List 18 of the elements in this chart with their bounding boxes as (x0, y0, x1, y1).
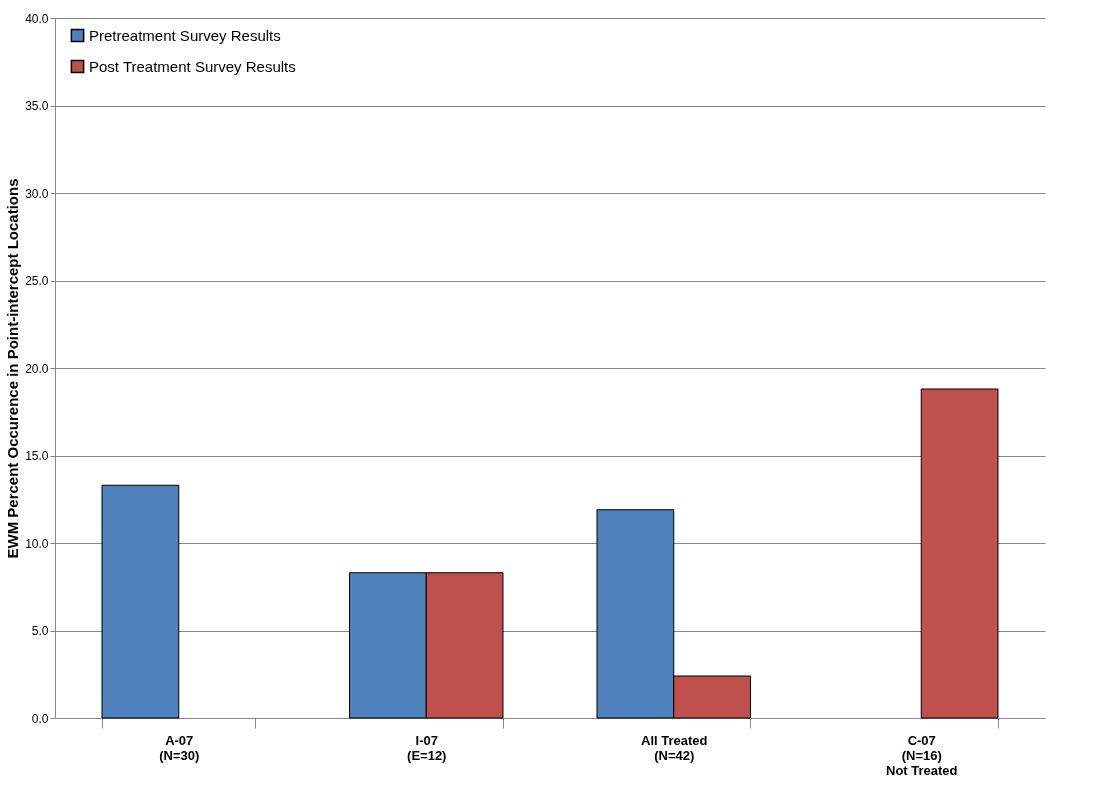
x-tick-label: All Treated (N=42) (641, 732, 708, 763)
y-tick-label: 25.0 (25, 274, 49, 288)
x-tick-label: A-07 (N=30) (159, 732, 200, 763)
y-tick-label: 20.0 (25, 361, 49, 376)
bar (101, 484, 180, 719)
y-tick-label: 10.0 (25, 536, 49, 551)
y-axis-title: EWM Percent Occurence in Point-intercept Locations (4, 178, 22, 559)
x-tick-label: I-07 (E=12) (407, 732, 447, 763)
y-tick-label: 40.0 (25, 11, 49, 26)
y-tick-label: 5.0 (31, 624, 49, 638)
bar (920, 388, 999, 719)
y-tick-label: 0.0 (31, 711, 49, 726)
legend-label: Post Treatment Survey Results (89, 57, 296, 75)
y-tick-label: 30.0 (25, 186, 49, 201)
x-tick-label: C-07 (N=16) Not Treated (885, 732, 958, 778)
legend-label: Pretreatment Survey Results (89, 26, 281, 44)
y-tick-label: 15.0 (25, 449, 49, 463)
y-tick-label: 35.0 (25, 99, 49, 113)
